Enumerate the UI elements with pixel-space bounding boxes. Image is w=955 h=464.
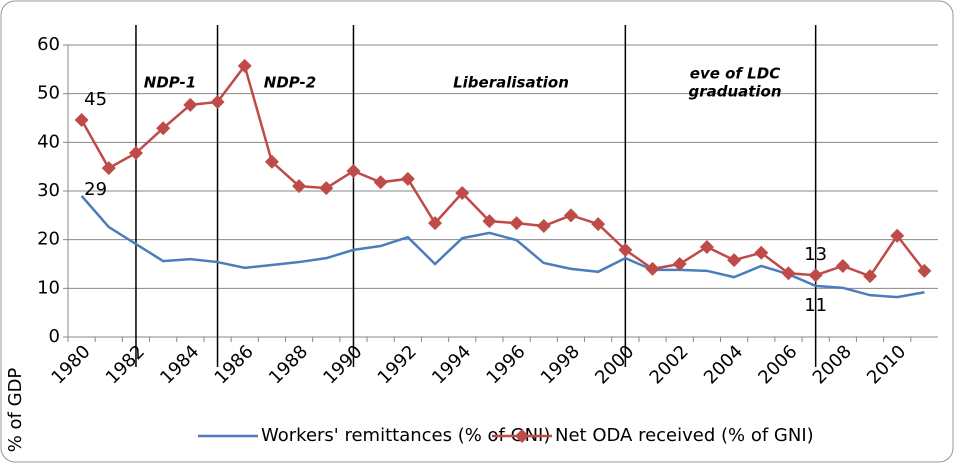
marker [835,258,850,273]
data-label: 11 [804,295,827,316]
marker [428,216,443,231]
marker [727,253,742,268]
marker [400,171,415,186]
data-label: 29 [84,179,107,200]
y-tick-label: 50 [37,83,60,104]
marker [699,239,714,254]
marker [292,179,307,194]
marker [781,266,796,281]
annotation: Liberalisation [453,74,569,92]
annotation: graduation [688,83,781,101]
marker [373,175,388,190]
marker [264,154,279,169]
legend-label: Net ODA received (% of GNI) [555,425,814,446]
y-tick-label: 40 [37,131,60,152]
marker [917,263,932,278]
annotation: NDP-1 [144,74,196,92]
marker [183,97,198,112]
y-tick-label: 60 [37,34,60,55]
marker [346,164,361,179]
marker [482,214,497,229]
marker [645,261,660,276]
marker [319,181,334,196]
marker [591,217,606,232]
y-tick-label: 30 [37,180,60,201]
y-tick-label: 20 [37,229,60,250]
marker [863,269,878,284]
marker [618,242,633,257]
marker [74,112,89,127]
series-line [80,63,926,278]
marker [808,268,823,283]
data-label: 45 [84,89,107,110]
marker [156,121,171,136]
marker [754,245,769,260]
legend-label: Workers' remittances (% of GNI) [261,425,550,446]
marker [509,216,524,231]
marker [237,58,252,73]
marker [128,146,143,161]
legend-marker [515,429,529,443]
y-tick-label: 0 [49,326,60,347]
marker [101,161,116,176]
marker [563,208,578,223]
y-axis-label: % of GDP [5,368,26,453]
marker [455,185,470,200]
marker [536,219,551,234]
marker [890,228,905,243]
data-label: 13 [804,244,827,265]
annotation: NDP-2 [264,74,316,92]
marker [210,94,225,109]
y-tick-label: 10 [37,277,60,298]
marker [672,257,687,271]
annotation: eve of LDC [690,65,780,83]
